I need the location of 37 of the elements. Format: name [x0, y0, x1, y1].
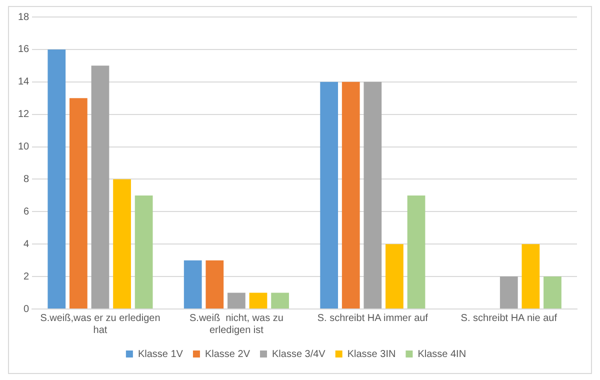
bar: [206, 260, 224, 308]
x-tick-label: S. schreibt HA nie auf: [460, 312, 558, 324]
bar: [320, 82, 338, 308]
legend-label: Klasse 3/4V: [272, 348, 326, 360]
y-tick-label: 2: [24, 271, 30, 282]
bar: [184, 260, 202, 308]
legend-label: Klasse 3IN: [347, 348, 396, 360]
bar: [271, 292, 289, 308]
y-tick-label: 6: [24, 206, 30, 218]
bar: [70, 98, 88, 308]
bar: [407, 195, 426, 308]
bar: [48, 49, 66, 308]
bar: [249, 292, 268, 308]
y-tick-label: 10: [18, 142, 30, 153]
bar: [386, 244, 404, 308]
y-tick-label: 4: [24, 238, 30, 250]
x-tick-label: S. schreibt HA immer auf: [317, 312, 428, 324]
legend-label: Klasse 1V: [138, 348, 184, 360]
y-tick-label: 16: [18, 44, 30, 56]
bar: [91, 66, 110, 308]
y-tick-label: 14: [18, 76, 30, 88]
y-tick-label: 18: [18, 12, 30, 23]
bar: [342, 82, 360, 308]
bar: [544, 276, 562, 308]
bar: [228, 292, 246, 308]
legend-label: Klasse 2V: [204, 348, 250, 360]
bar: [364, 82, 382, 308]
bar: [500, 276, 518, 308]
legend-label: Klasse 4IN: [418, 348, 466, 360]
y-tick-label: 8: [24, 174, 30, 185]
y-tick-label: 0: [24, 304, 30, 315]
bar: [134, 195, 153, 308]
x-tick-label: S.weiß,was er zu erledigen hat: [40, 312, 160, 336]
y-tick-label: 12: [18, 109, 30, 120]
bar: [522, 244, 540, 308]
bar: [113, 179, 131, 308]
x-tick-label: S.weiß nicht, was zu erledigen ist: [189, 312, 284, 336]
